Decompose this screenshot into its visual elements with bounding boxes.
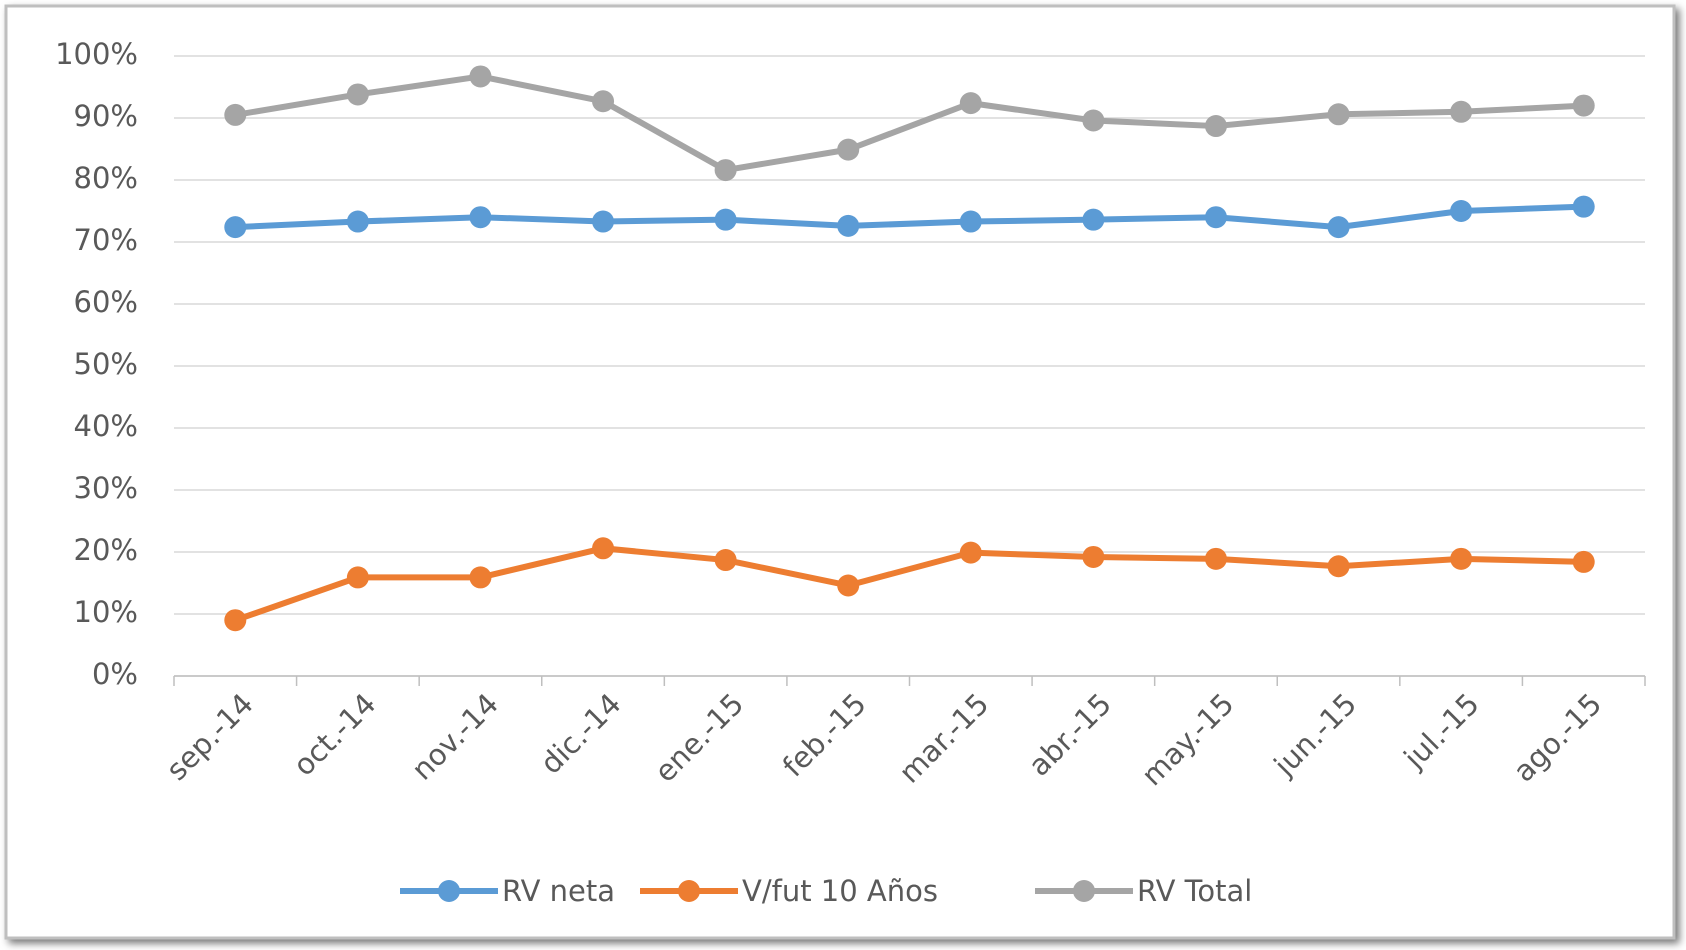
point: [1572, 195, 1595, 218]
point: [1327, 103, 1350, 126]
point: [837, 574, 860, 597]
point: [1204, 206, 1227, 229]
point: [346, 566, 369, 589]
point: [837, 138, 860, 161]
point: [469, 65, 492, 88]
point: [959, 92, 982, 115]
legend-label: RV Total: [1137, 874, 1252, 908]
legend-marker: [438, 880, 460, 902]
point: [959, 541, 982, 564]
point: [224, 609, 247, 632]
legend-marker: [678, 880, 700, 902]
point: [1082, 208, 1105, 231]
point: [346, 210, 369, 233]
legend-marker: [1073, 880, 1095, 902]
point: [1450, 547, 1473, 570]
point: [714, 208, 737, 231]
y-tick-label: 80%: [74, 161, 138, 195]
point: [1450, 200, 1473, 222]
point: [1204, 547, 1227, 570]
y-tick-label: 30%: [74, 471, 138, 505]
point: [1082, 545, 1105, 568]
y-tick-label: 50%: [74, 347, 138, 381]
point: [1450, 100, 1473, 123]
legend-label: RV neta: [502, 874, 615, 908]
chart-frame: [4, 4, 1676, 940]
point: [1572, 550, 1595, 573]
series-line: [234, 73, 1584, 174]
point: [1327, 216, 1350, 239]
point: [224, 216, 247, 239]
y-tick-label: 70%: [74, 223, 138, 257]
point: [959, 210, 982, 233]
y-tick-label: 40%: [74, 409, 138, 443]
series-line: [235, 203, 1584, 231]
point: [1327, 555, 1350, 578]
y-tick-label: 0%: [92, 657, 138, 691]
point: [1204, 115, 1227, 138]
legend-label: V/fut 10 Años: [742, 874, 938, 908]
y-tick-label: 90%: [74, 99, 138, 133]
point: [1082, 109, 1105, 132]
point: [1572, 94, 1595, 117]
point: [592, 537, 615, 560]
y-tick-label: 20%: [74, 533, 138, 567]
series-line: [234, 545, 1584, 624]
point: [592, 90, 615, 113]
point: [224, 103, 247, 126]
point: [346, 83, 369, 106]
y-tick-label: 100%: [55, 37, 138, 71]
point: [592, 210, 615, 233]
point: [469, 206, 492, 229]
y-tick-label: 60%: [74, 285, 138, 319]
point: [714, 549, 737, 572]
point: [714, 159, 737, 182]
point: [837, 214, 860, 237]
point: [469, 566, 492, 589]
y-tick-label: 10%: [74, 595, 138, 629]
